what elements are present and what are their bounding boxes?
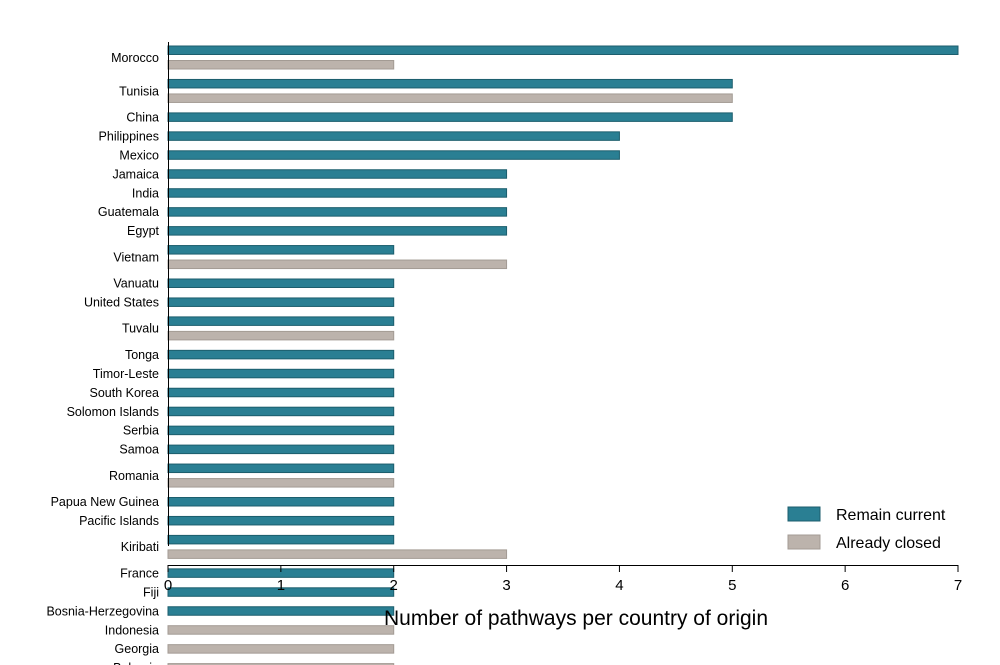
- category-label-timor-leste: Timor-Leste: [93, 367, 159, 381]
- category-label-solomon-islands: Solomon Islands: [67, 405, 159, 419]
- x-axis-ticks: 0 1 2 3 4 5 6 7: [164, 565, 962, 594]
- x-axis-title: Number of pathways per country of origin: [384, 607, 768, 630]
- category-label-france: France: [120, 566, 159, 580]
- bar-bosnia-herzegovina-remain-current: [167, 606, 395, 616]
- bar-serbia-remain-current: [167, 425, 395, 436]
- bar-egypt-remain-current: [167, 226, 508, 236]
- category-label-india: India: [132, 186, 159, 200]
- category-label-united-states: United States: [84, 296, 159, 310]
- bar-fiji-remain-current: [167, 587, 395, 597]
- category-label-papua-new-guinea: Papua New Guinea: [51, 495, 159, 509]
- legend-label-remain-current: Remain current: [836, 507, 946, 524]
- category-label-fiji: Fiji: [143, 585, 159, 599]
- category-label-romania: Romania: [109, 469, 159, 483]
- category-label-mexico: Mexico: [119, 148, 159, 162]
- bar-tuvalu-remain-current: [167, 316, 395, 326]
- category-label-vanuatu: Vanuatu: [113, 277, 159, 291]
- category-labels: Morocco Tunisia China Philippines Mexico Jama…: [46, 51, 159, 665]
- legend-swatch-remain-current: [787, 506, 821, 522]
- category-label-bulgaria: Bulgaria: [113, 661, 159, 665]
- bar-morocco-already-closed: [167, 60, 395, 70]
- category-label-georgia: Georgia: [115, 642, 160, 656]
- bar-georgia-already-closed: [167, 644, 395, 654]
- bar-vietnam-remain-current: [167, 245, 395, 255]
- category-label-indonesia: Indonesia: [105, 623, 159, 637]
- bar-tunisia-already-closed: [167, 93, 733, 103]
- bar-papua-new-guinea-remain-current: [167, 497, 395, 507]
- x-tick-label-3: 3: [502, 577, 510, 594]
- bar-vietnam-already-closed: [167, 259, 508, 270]
- x-tick-label-6: 6: [841, 577, 849, 594]
- bar-morocco-remain-current: [167, 45, 959, 55]
- category-label-jamaica: Jamaica: [112, 167, 159, 181]
- category-label-vietnam: Vietnam: [113, 250, 159, 264]
- bar-timor-leste-remain-current: [167, 368, 395, 379]
- category-label-tuvalu: Tuvalu: [122, 322, 159, 336]
- bar-philippines-remain-current: [167, 131, 620, 141]
- category-label-samoa: Samoa: [119, 443, 159, 457]
- bar-romania-already-closed: [167, 478, 395, 488]
- bar-vanuatu-remain-current: [167, 278, 395, 288]
- bar-tonga-remain-current: [167, 349, 395, 360]
- bar-samoa-remain-current: [167, 444, 395, 455]
- bar-united-states-remain-current: [167, 297, 395, 307]
- legend-label-already-closed: Already closed: [836, 535, 941, 552]
- bar-china-remain-current: [167, 112, 733, 122]
- bar-tuvalu-already-closed: [167, 330, 395, 341]
- bar-romania-remain-current: [167, 463, 395, 474]
- category-label-tunisia: Tunisia: [119, 84, 159, 98]
- category-label-kiribati: Kiribati: [121, 540, 159, 554]
- bar-pacific-islands-remain-current: [167, 515, 395, 526]
- x-tick-label-0: 0: [164, 577, 172, 594]
- category-label-philippines: Philippines: [99, 129, 159, 143]
- x-tick-label-2: 2: [390, 577, 398, 594]
- category-label-south-korea: South Korea: [90, 386, 160, 400]
- bar-solomon-islands-remain-current: [167, 406, 395, 417]
- x-tick-label-5: 5: [728, 577, 736, 594]
- bar-kiribati-already-closed: [167, 549, 508, 559]
- category-label-bosnia-herzegovina: Bosnia-Herzegovina: [46, 604, 159, 618]
- legend-swatch-already-closed: [787, 534, 821, 550]
- bar-jamaica-remain-current: [167, 169, 508, 179]
- category-label-serbia: Serbia: [123, 424, 159, 438]
- category-label-tonga: Tonga: [125, 348, 159, 362]
- bar-south-korea-remain-current: [167, 387, 395, 398]
- legend: Remain current Already closed: [787, 506, 946, 552]
- category-label-egypt: Egypt: [127, 224, 159, 238]
- bar-kiribati-remain-current: [167, 534, 395, 545]
- bar-mexico-remain-current: [167, 150, 620, 160]
- category-label-guatemala: Guatemala: [98, 205, 159, 219]
- bar-india-remain-current: [167, 188, 508, 198]
- bar-guatemala-remain-current: [167, 207, 508, 217]
- x-tick-label-7: 7: [954, 577, 962, 594]
- bar-indonesia-already-closed: [167, 625, 395, 635]
- bar-bulgaria-already-closed: [167, 663, 395, 665]
- category-label-morocco: Morocco: [111, 51, 159, 65]
- bars-group: [167, 45, 959, 665]
- x-tick-label-4: 4: [615, 577, 623, 594]
- x-tick-label-1: 1: [277, 577, 285, 594]
- category-label-china: China: [126, 110, 159, 124]
- category-label-pacific-islands: Pacific Islands: [79, 514, 159, 528]
- bar-tunisia-remain-current: [167, 78, 733, 89]
